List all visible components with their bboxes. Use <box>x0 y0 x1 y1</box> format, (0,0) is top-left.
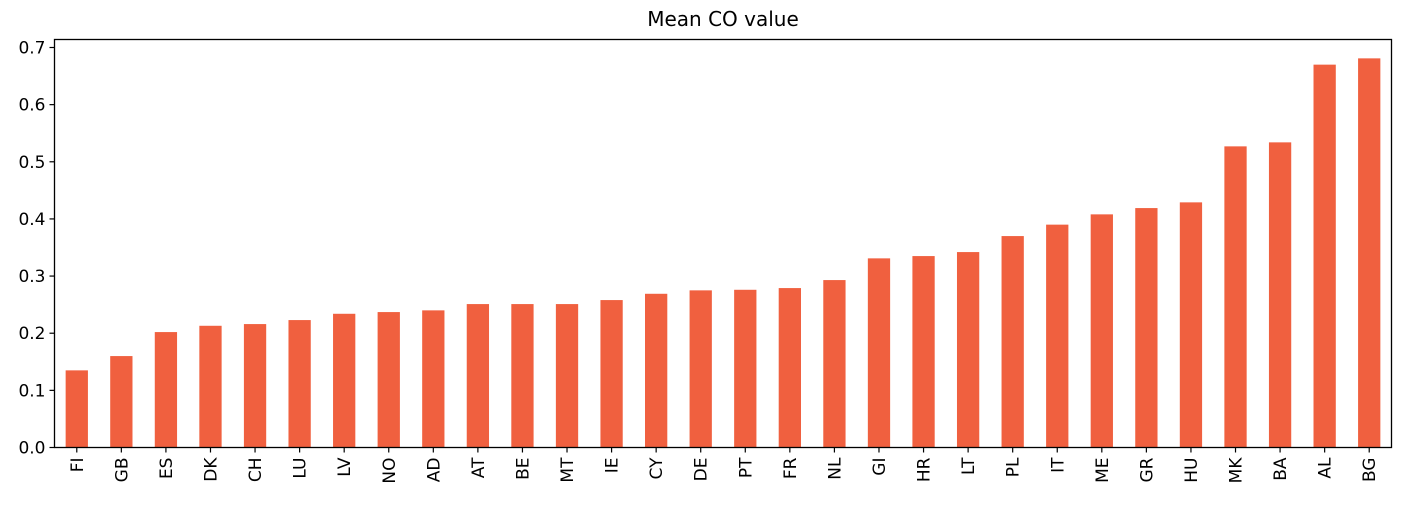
x-tick-label: PL <box>1004 457 1024 477</box>
bar-hr <box>912 256 935 448</box>
bar-it <box>1046 224 1069 448</box>
x-tick-label: CY <box>647 457 667 480</box>
bar-lt <box>956 252 980 448</box>
y-tick-label: 0.6 <box>18 96 45 116</box>
bar-ch <box>243 324 267 448</box>
x-tick-label: AD <box>424 458 444 483</box>
bar-at <box>466 304 490 448</box>
x-tick-label: GI <box>870 458 890 476</box>
bar-ad <box>422 310 445 448</box>
bar-hu <box>1179 202 1203 448</box>
y-tick-label: 0.0 <box>18 439 45 459</box>
x-tick-label: IT <box>1048 457 1068 473</box>
x-tick-label: FI <box>68 458 88 473</box>
y-tick-label: 0.1 <box>18 381 45 401</box>
bar-al <box>1313 64 1336 448</box>
y-tick-label: 0.5 <box>18 153 45 173</box>
x-tick-label: PT <box>736 457 756 478</box>
bar-mk <box>1224 146 1247 448</box>
chart-title: Mean CO value <box>647 7 799 31</box>
bar-dk <box>199 325 222 448</box>
bar-ie <box>600 300 623 448</box>
bar-gr <box>1135 208 1158 448</box>
x-tick-label: DK <box>201 457 221 482</box>
y-tick-label: 0.7 <box>18 39 45 59</box>
x-tick-label: FR <box>781 457 801 479</box>
bar-mt <box>555 304 579 448</box>
x-tick-label: GR <box>1137 457 1157 482</box>
x-tick-label: BE <box>513 458 533 480</box>
bar-pl <box>1001 236 1024 448</box>
bar-lv <box>333 313 356 448</box>
x-tick-label: AL <box>1316 457 1336 479</box>
bar-fi <box>65 370 88 448</box>
bar-cy <box>645 293 668 448</box>
x-tick-label: HR <box>915 457 935 482</box>
bar-be <box>511 304 534 448</box>
bars-layer <box>65 58 1381 448</box>
x-tick-label: NO <box>380 458 400 484</box>
plot-frame <box>53 38 1393 449</box>
bar-de <box>689 290 712 448</box>
x-tick-label: BG <box>1360 458 1380 483</box>
y-tick-label: 0.2 <box>18 324 45 344</box>
bar-lu <box>288 320 311 448</box>
y-tick-label: 0.4 <box>18 210 45 230</box>
x-tick-label: BA <box>1271 457 1291 481</box>
x-tick-label: LV <box>335 457 355 477</box>
x-tick-label: HU <box>1182 458 1202 483</box>
bar-me <box>1090 214 1113 448</box>
bar-es <box>154 332 178 448</box>
x-tick-label: LT <box>959 457 979 475</box>
x-tick-label: ME <box>1093 458 1113 483</box>
bar-bg <box>1358 58 1381 448</box>
bar-nl <box>823 280 846 448</box>
x-tick-label: LU <box>291 458 311 479</box>
x-axis: FI GB ES DK CH LU LV NO AD AT BE MT IE CY DE PT FR NL GI HR… <box>68 447 1380 484</box>
x-tick-label: GB <box>112 458 132 483</box>
x-tick-label: DE <box>692 458 712 482</box>
x-tick-label: ES <box>157 458 177 480</box>
y-axis: 0.0 0.1 0.2 0.3 0.4 0.5 0.6 0.7 <box>18 39 55 459</box>
x-tick-label: IE <box>603 458 623 474</box>
bar-gb <box>110 356 133 448</box>
bar-no <box>377 312 400 448</box>
y-tick-label: 0.3 <box>18 267 45 287</box>
bar-gi <box>867 258 891 448</box>
x-tick-label: NL <box>825 457 845 480</box>
bar-fr <box>778 288 801 448</box>
x-tick-label: MK <box>1227 457 1247 484</box>
bar-pt <box>734 289 757 448</box>
x-tick-label: MT <box>558 457 578 483</box>
x-tick-label: AT <box>469 457 489 478</box>
x-tick-label: CH <box>246 458 266 483</box>
bar-ba <box>1268 142 1292 448</box>
